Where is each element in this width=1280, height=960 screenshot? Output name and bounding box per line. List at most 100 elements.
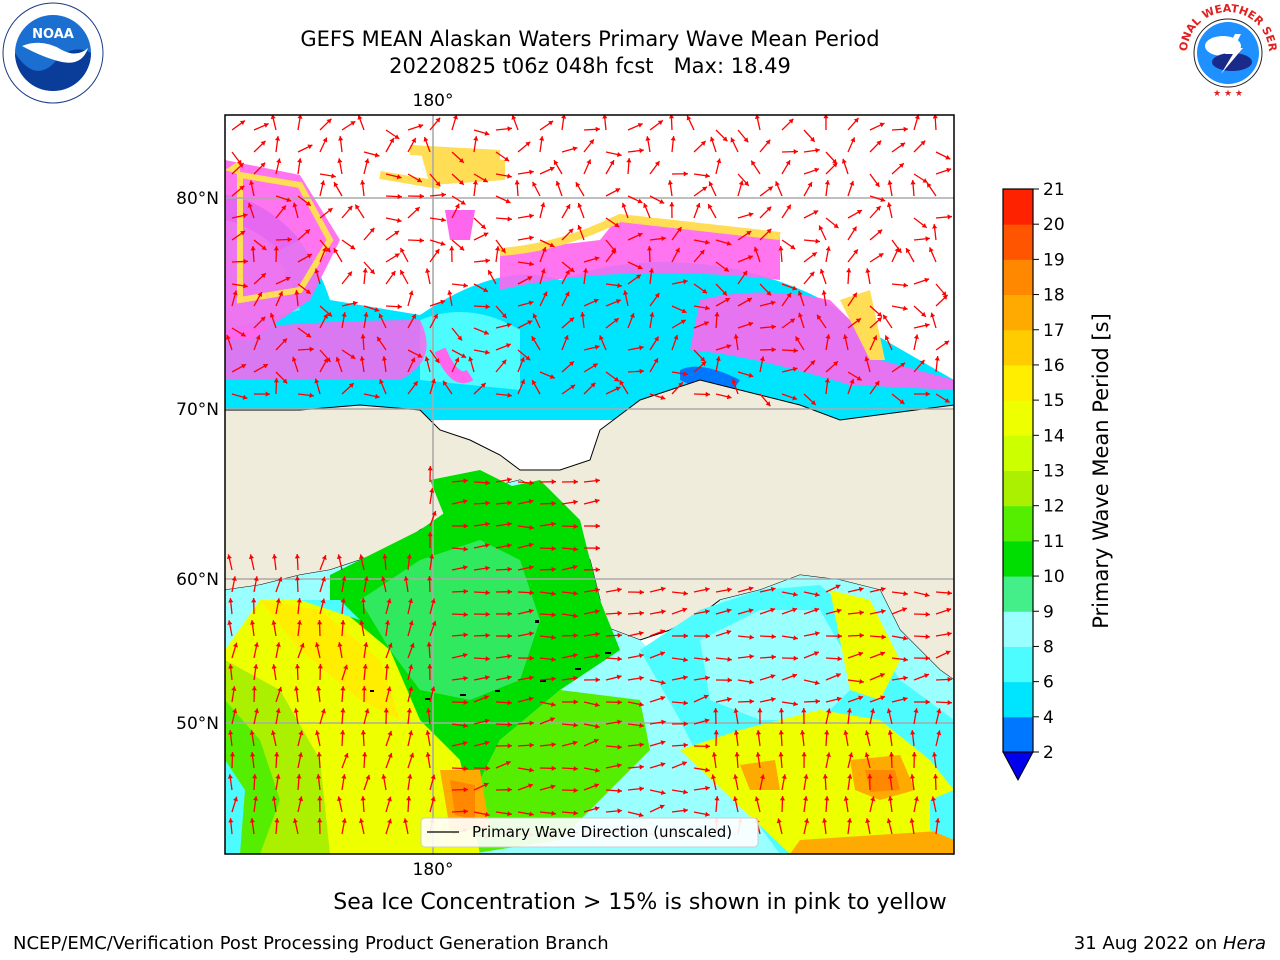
colorbar-level: [1003, 576, 1033, 612]
wave-arrow-head: [778, 730, 784, 735]
wave-arrow-head: [528, 542, 534, 548]
wave-arrow-head: [231, 576, 237, 582]
wave-arrow-head: [748, 212, 754, 218]
wave-arrow-head: [705, 239, 710, 245]
wave-arrow-head: [226, 554, 232, 560]
wave-arrow-head: [572, 564, 578, 570]
wave-arrow-head: [661, 236, 666, 242]
colorbar-level: [1003, 470, 1033, 507]
wave-arrow-head: [826, 708, 832, 714]
wave-arrow-head: [461, 353, 467, 358]
wave-arrow-head: [361, 686, 367, 691]
wave-arrow-head: [883, 314, 888, 320]
wave-arrow-head: [617, 610, 622, 616]
wave-arrow-head: [485, 500, 490, 506]
wave-arrow-head: [810, 360, 815, 366]
wave-arrow-head: [570, 384, 576, 390]
wave-arrow-head: [795, 336, 800, 342]
wave-arrow-head: [253, 576, 259, 581]
wave-arrow-head: [293, 708, 299, 713]
colorbar-tick-label: 12: [1043, 497, 1065, 517]
wave-arrow-head: [700, 141, 706, 146]
wave-arrow-head: [947, 590, 952, 596]
wave-arrow-head: [250, 752, 256, 757]
wave-arrow-head: [463, 632, 468, 638]
wave-arrow-head: [529, 742, 534, 748]
wave-arrow-head: [877, 311, 882, 317]
wave-arrow-head: [529, 169, 534, 175]
wave-arrow-head: [306, 254, 312, 259]
wave-arrow-head: [814, 167, 820, 173]
wave-arrow-head: [704, 718, 710, 724]
wave-arrow-head: [483, 695, 489, 701]
wave-arrow-head: [359, 620, 365, 625]
wave-arrow-head: [900, 362, 906, 368]
wave-arrow-head: [568, 228, 574, 234]
wave-arrow-head: [770, 300, 776, 306]
wave-arrow-head: [573, 523, 578, 530]
colorbar-tick-label: 9: [1043, 602, 1054, 622]
wave-arrow-head: [337, 158, 343, 163]
wave-arrow-head: [887, 730, 893, 735]
wave-arrow-head: [507, 787, 512, 793]
wave-arrow-head: [463, 675, 468, 682]
wave-arrow-head: [358, 554, 365, 560]
wave-arrow-head: [463, 523, 468, 529]
wave-arrow-head: [743, 180, 749, 186]
wave-arrow-head: [294, 290, 300, 295]
wave-arrow-head: [711, 752, 717, 757]
wave-arrow-head: [540, 202, 546, 208]
wave-arrow-head: [340, 686, 346, 691]
wave-arrow-head: [297, 752, 303, 758]
wave-arrow-head: [864, 752, 870, 758]
svg-text:★ ★ ★: ★ ★ ★: [1213, 89, 1243, 99]
wave-arrow-head: [809, 271, 815, 277]
wave-arrow-head: [638, 701, 644, 707]
wave-arrow-head: [275, 708, 281, 713]
wave-arrow-head: [660, 695, 666, 701]
wave-arrow-head: [225, 334, 231, 340]
wave-arrow-head: [427, 466, 433, 471]
wave-arrow-head: [514, 180, 520, 185]
wave-arrow-head: [639, 345, 644, 351]
wave-arrow-head: [659, 199, 665, 204]
wave-arrow-head: [843, 796, 849, 801]
wave-arrow-head: [298, 730, 304, 736]
wave-arrow-head: [595, 567, 600, 573]
wave-arrow-head: [519, 357, 525, 363]
wave-arrow-head: [865, 268, 871, 273]
wave-arrow-head: [229, 752, 235, 757]
wave-arrow-head: [577, 225, 583, 230]
wave-arrow-head: [403, 576, 409, 581]
wave-arrow-head: [462, 498, 468, 505]
wave-arrow-head: [733, 334, 739, 339]
wave-arrow-head: [878, 253, 884, 258]
wave-arrow-head: [837, 656, 842, 662]
colorbar-tick-label: 18: [1043, 286, 1065, 306]
wave-arrow-head: [282, 338, 288, 344]
wave-arrow-head: [748, 321, 754, 327]
wave-arrow-head: [425, 752, 431, 757]
wave-arrow-head: [610, 249, 616, 255]
wave-arrow-head: [507, 611, 512, 617]
wave-arrow-head: [789, 318, 795, 324]
wave-arrow-head: [925, 699, 930, 705]
wave-arrow-head: [529, 631, 534, 637]
colorbar-tick-label: 16: [1043, 356, 1065, 376]
wave-arrow-head: [683, 789, 688, 795]
wave-arrow-head: [901, 607, 907, 613]
wave-arrow-head: [305, 200, 311, 206]
wave-arrow-head: [592, 363, 598, 369]
wave-arrow-head: [343, 664, 349, 670]
wave-arrow-head: [484, 740, 490, 746]
wave-arrow-head: [902, 305, 908, 311]
wave-arrow-head: [551, 500, 556, 507]
wave-arrow-head: [394, 253, 400, 259]
wave-arrow-head: [281, 205, 286, 211]
wave-arrow-head: [271, 620, 277, 625]
wave-arrow-head: [749, 698, 754, 705]
wave-arrow-head: [429, 488, 435, 493]
wave-arrow-head: [352, 300, 358, 306]
wave-arrow-head: [507, 477, 512, 483]
